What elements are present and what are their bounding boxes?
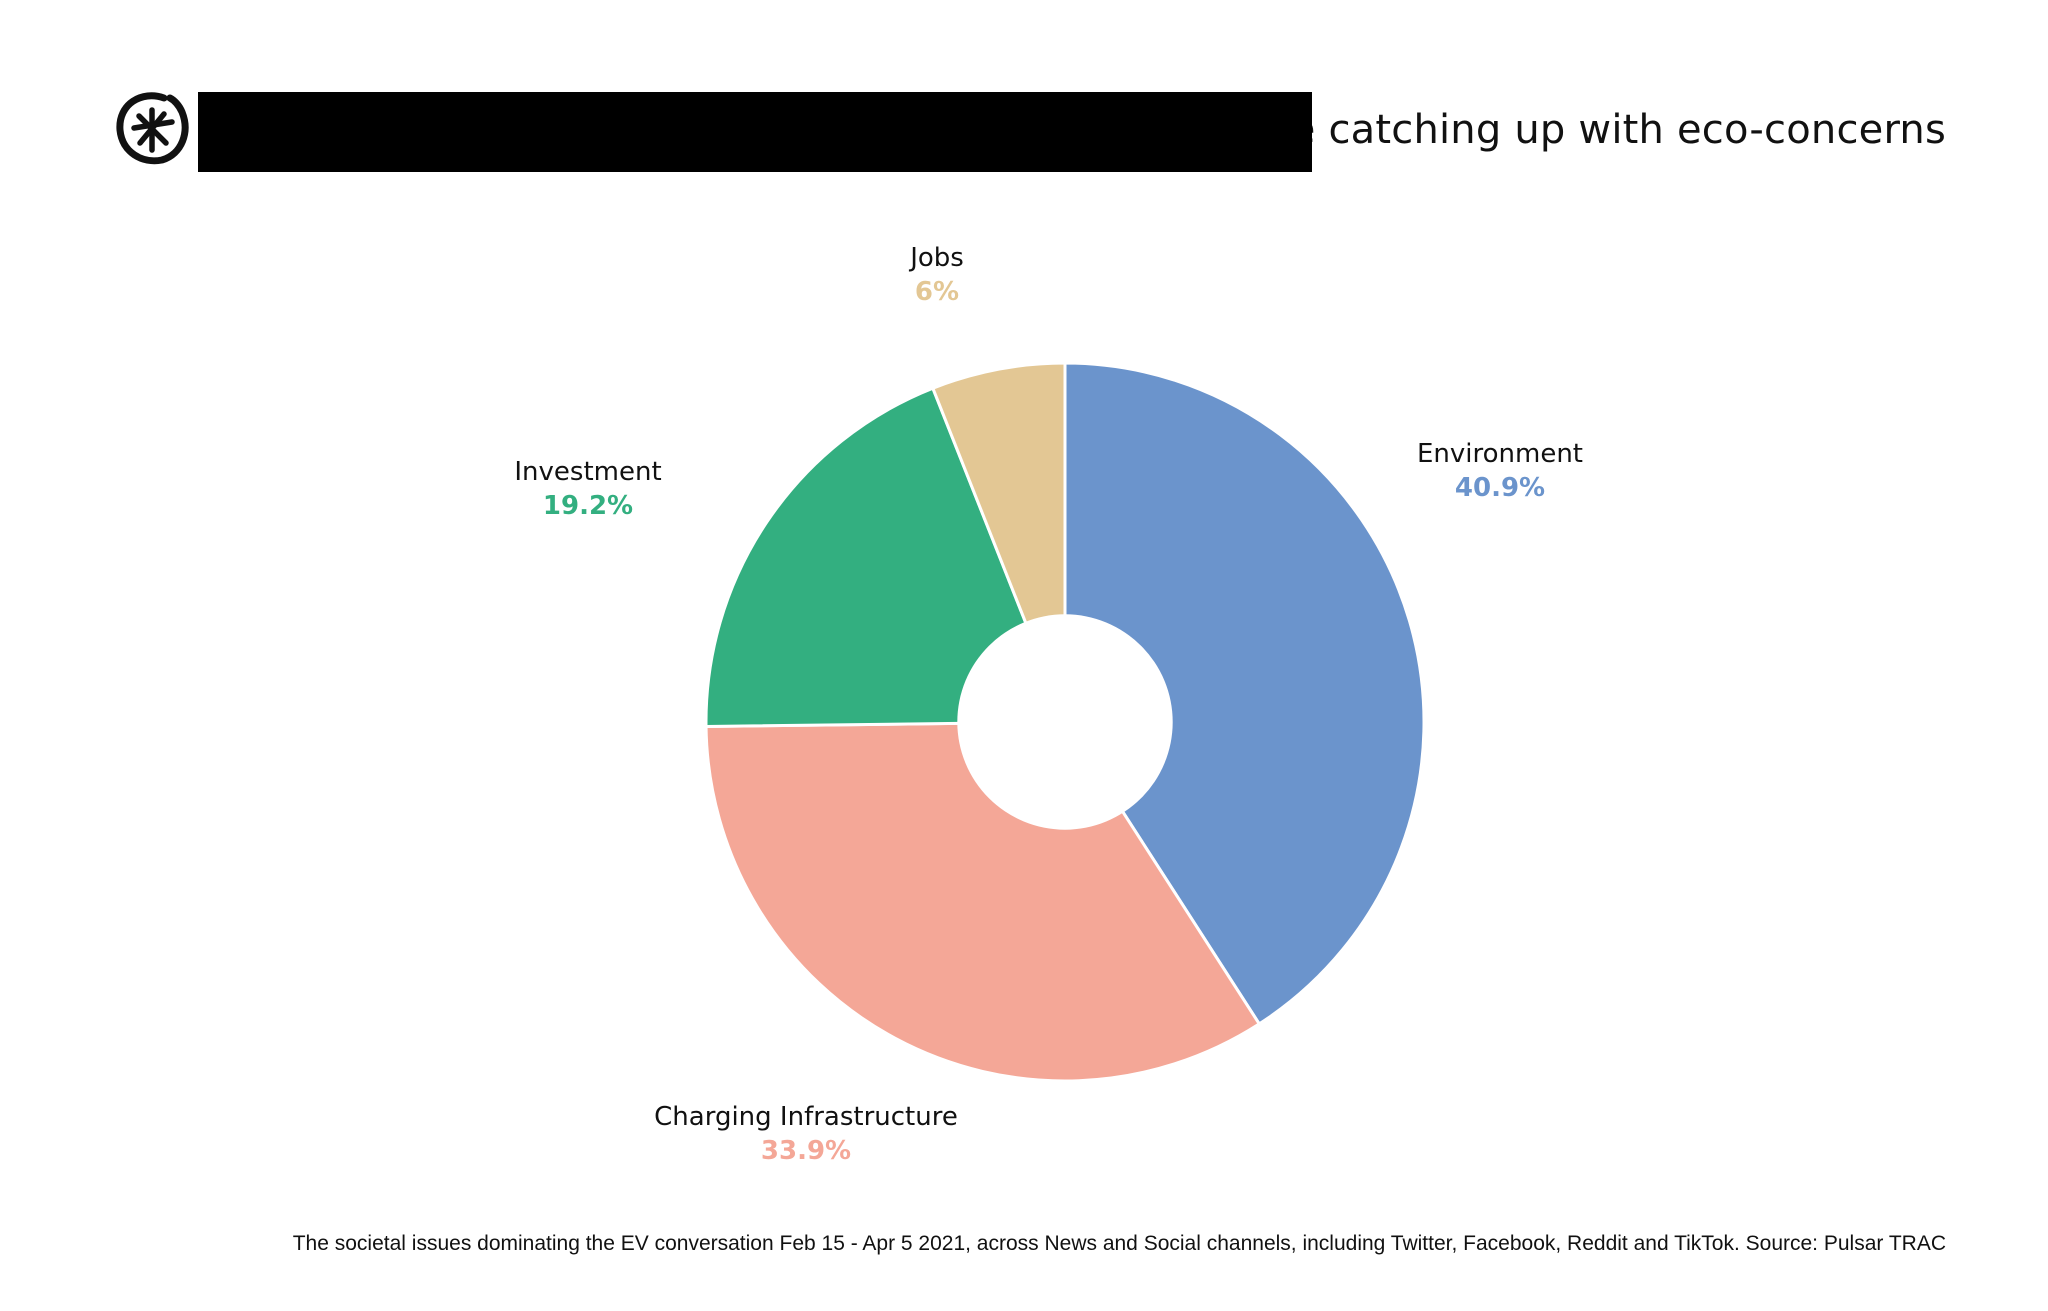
donut-hole — [957, 614, 1173, 830]
source-caption: The societal issues dominating the EV co… — [292, 1232, 1946, 1255]
asterisk-circle-logo-icon — [116, 92, 189, 165]
slice-label-value: 40.9% — [1454, 473, 1546, 503]
slice-label-name: Jobs — [910, 243, 964, 273]
slice-label-name: Charging Infrastructure — [654, 1102, 958, 1132]
slice-label-value: 19.2% — [542, 491, 634, 521]
slice-label-investment: Investment 19.2% — [514, 455, 661, 523]
slice-label-value: 33.9% — [760, 1136, 852, 1166]
slice-label-charging-infrastructure: Charging Infrastructure 33.9% — [654, 1100, 958, 1168]
slice-label-name: Environment — [1416, 439, 1584, 469]
slice-investment — [704, 386, 1068, 729]
slice-label-environment: Environment 40.9% — [1417, 437, 1583, 505]
slice-label-value: 6% — [914, 277, 960, 307]
slice-label-name: Investment — [514, 457, 662, 487]
slice-label-jobs: Jobs 6% — [910, 241, 964, 309]
chart-title: e catching up with eco-concerns — [1290, 107, 1946, 153]
redaction-box — [198, 92, 1312, 172]
slice-environment — [1063, 361, 1426, 1026]
